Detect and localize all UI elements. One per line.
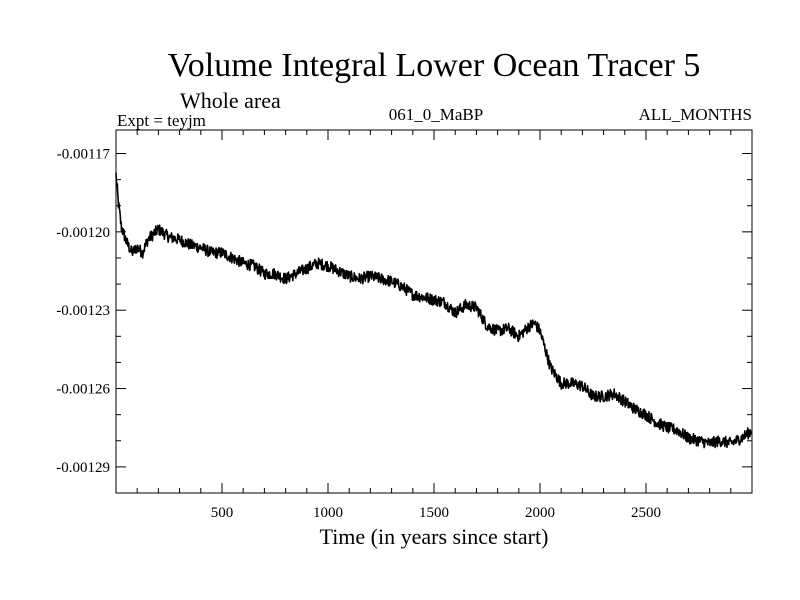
series-line-tracer-5 — [115, 172, 753, 449]
months-label: ALL_MONTHS — [639, 105, 752, 124]
x-tick-label: 2000 — [525, 505, 555, 521]
y-tick-label: -0.00117 — [57, 147, 111, 163]
y-tick-label: -0.00123 — [56, 303, 110, 319]
chart-subtitle: Whole area — [180, 88, 281, 113]
experiment-label: Expt = teyjm — [117, 111, 206, 130]
plot-frame — [115, 129, 753, 494]
y-tick-label: -0.00126 — [56, 382, 110, 398]
x-tick-label: 1000 — [313, 505, 343, 521]
run-label: 061_0_MaBP — [389, 105, 483, 124]
x-tick-label: 500 — [211, 505, 234, 521]
x-axis: 500 1000 1500 2000 2500 — [136, 130, 732, 521]
y-tick-label: -0.00129 — [56, 460, 110, 476]
chart-title: Volume Integral Lower Ocean Tracer 5 — [168, 47, 701, 84]
x-tick-label: 1500 — [419, 505, 449, 521]
x-tick-label: 2500 — [631, 505, 661, 521]
y-axis: -0.00117 -0.00120 -0.00123 -0.00126 -0.00129 — [56, 147, 752, 476]
y-tick-label: -0.00120 — [56, 225, 110, 241]
x-axis-label: Time (in years since start) — [320, 524, 549, 549]
